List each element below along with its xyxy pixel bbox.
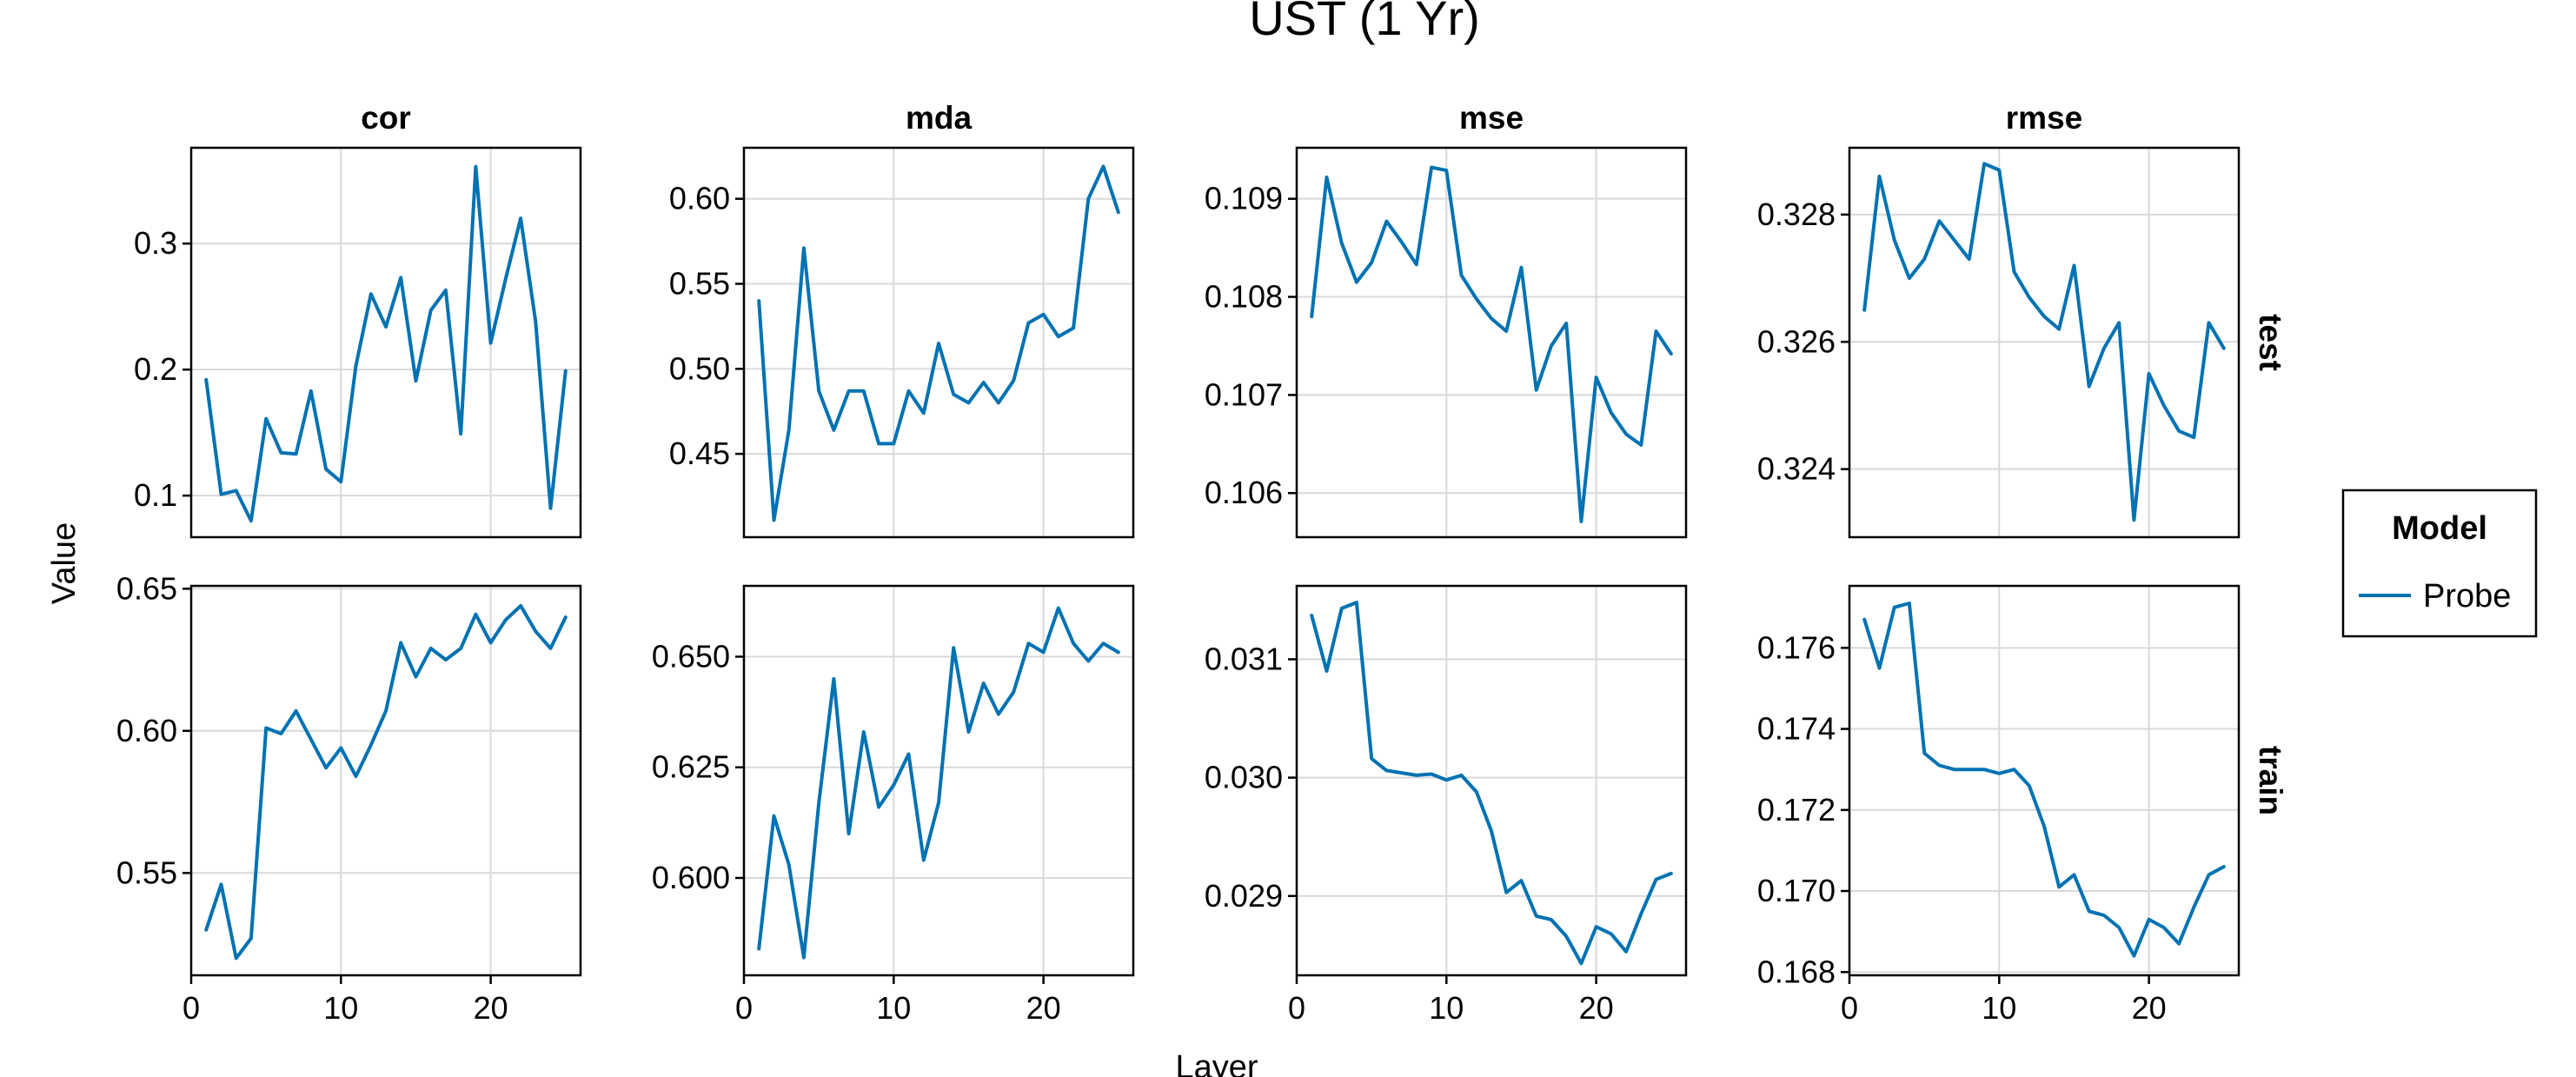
y-tick-label: 0.172: [1757, 792, 1836, 828]
series-line-probe: [1310, 601, 1673, 966]
x-tick-label: 0: [1288, 990, 1305, 1026]
x-tick-label: 0: [1841, 990, 1858, 1026]
x-tick-label: 0: [735, 990, 753, 1026]
x-tick-label: 10: [323, 990, 358, 1026]
x-tick-label: 20: [2132, 990, 2167, 1026]
x-tick-label: 20: [474, 990, 508, 1026]
legend-label-probe: Probe: [2423, 578, 2511, 615]
y-tick-label: 0.176: [1757, 629, 1836, 665]
panel-cor-test: 0.1 0.2 0.3: [134, 146, 582, 539]
panel-title-mda: mda: [906, 100, 973, 136]
panel-mse-train: 0.029 0.030 0.031 0 10 20: [1205, 584, 1688, 1026]
series-line-probe: [1310, 165, 1673, 523]
panel-title-rmse: rmse: [2006, 100, 2082, 136]
y-tick-label: 0.55: [116, 854, 177, 890]
panel-frame: [1295, 146, 1688, 539]
y-tick-label: 0.109: [1205, 181, 1283, 216]
y-tick-label: 0.328: [1757, 196, 1836, 232]
panel-mse-test: 0.106 0.107 0.108 0.109: [1205, 146, 1688, 539]
y-tick-label: 0.106: [1205, 475, 1283, 510]
panel-frame: [189, 584, 582, 977]
series-line-probe: [204, 603, 568, 961]
y-axis-label: Value: [46, 522, 83, 604]
y-tick-label: 0.65: [116, 570, 177, 606]
x-tick-label: 10: [1982, 990, 2016, 1026]
x-tick-label: 20: [1579, 990, 1614, 1026]
panel-title-cor: cor: [361, 100, 411, 136]
series-line-probe: [204, 164, 568, 523]
series-line-probe: [1862, 162, 2226, 522]
series-line-probe: [757, 164, 1120, 522]
y-tick-label: 0.60: [116, 713, 177, 748]
row-label-test: test: [2253, 314, 2288, 371]
series-line-probe: [757, 606, 1120, 960]
row-label-train: train: [2253, 746, 2288, 815]
panel-frame: [1295, 584, 1688, 977]
y-tick-label: 0.1: [134, 477, 177, 513]
panel-mda-test: 0.45 0.50 0.55 0.60: [669, 146, 1135, 539]
y-tick-label: 0.625: [652, 749, 730, 785]
panel-title-mse: mse: [1459, 100, 1524, 136]
y-tick-label: 0.3: [134, 225, 177, 261]
y-tick-label: 0.168: [1757, 954, 1836, 989]
y-tick-label: 0.650: [652, 638, 730, 674]
y-tick-label: 0.50: [669, 350, 730, 386]
series-line-probe: [1862, 602, 2226, 958]
panel-rmse-test: 0.324 0.326 0.328: [1757, 146, 2241, 539]
legend-box: [2341, 489, 2538, 638]
x-tick-label: 10: [876, 990, 911, 1026]
y-tick-label: 0.108: [1205, 279, 1283, 315]
x-tick-label: 20: [1026, 990, 1061, 1026]
panel-frame: [1848, 584, 2241, 977]
y-tick-label: 0.600: [652, 860, 730, 895]
panel-frame: [742, 146, 1135, 539]
panel-frame: [742, 584, 1135, 977]
y-tick-label: 0.107: [1205, 376, 1283, 412]
x-tick-label: 0: [183, 990, 200, 1026]
y-tick-label: 0.55: [669, 266, 730, 302]
x-axis-label: Layer: [1175, 1049, 1258, 1077]
panel-mda-train: 0.600 0.625 0.650 0 10 20: [652, 584, 1135, 1026]
y-tick-label: 0.60: [669, 181, 730, 216]
y-tick-label: 0.031: [1205, 641, 1283, 676]
chart-title: UST (1 Yr): [1249, 0, 1480, 45]
panel-grid: cor mda mse rmsetesttrain0.10.20.30.450.500…: [116, 100, 2288, 1026]
y-tick-label: 0.45: [669, 435, 730, 471]
y-tick-label: 0.174: [1757, 711, 1836, 747]
x-tick-label: 10: [1429, 990, 1464, 1026]
panel-rmse-train: 0.168 0.170 0.172 0.174 0.176 0 10 20: [1757, 584, 2241, 1026]
panel-cor-train: 0.55 0.60 0.65 0 10 20: [116, 570, 582, 1026]
y-tick-label: 0.2: [134, 351, 177, 387]
legend-title: Model: [2392, 510, 2487, 547]
y-tick-label: 0.029: [1205, 878, 1283, 914]
y-tick-label: 0.170: [1757, 873, 1836, 908]
y-tick-label: 0.324: [1757, 451, 1836, 487]
panel-frame: [189, 146, 582, 539]
legend: Model Probe: [2341, 489, 2538, 638]
y-tick-label: 0.030: [1205, 760, 1283, 795]
y-tick-label: 0.326: [1757, 323, 1836, 359]
